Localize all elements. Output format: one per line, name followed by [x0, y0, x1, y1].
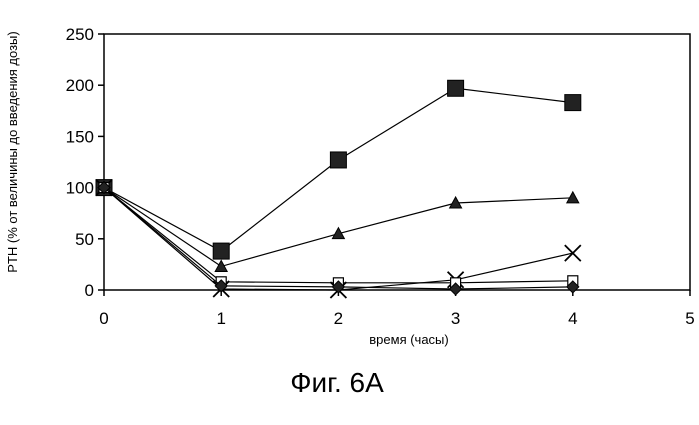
x-axis-label: время (часы) [369, 332, 448, 347]
plot-frame [104, 34, 690, 290]
x-tick-label: 4 [568, 309, 577, 328]
x-tick-label: 0 [99, 309, 108, 328]
x-tick-label: 2 [334, 309, 343, 328]
x-tick-label: 5 [685, 309, 694, 328]
y-axis-label: PTH (% от величины до введения дозы) [5, 31, 20, 272]
y-tick-label: 250 [66, 25, 94, 44]
y-tick-label: 100 [66, 179, 94, 198]
y-tick-label: 150 [66, 127, 94, 146]
y-tick-label: 50 [75, 230, 94, 249]
series-filled-triangle [98, 182, 579, 272]
data-point [215, 260, 227, 271]
y-tick-label: 200 [66, 76, 94, 95]
y-tick-label: 0 [85, 281, 94, 300]
data-point [330, 152, 346, 168]
data-point [565, 95, 581, 111]
x-tick-label: 1 [216, 309, 225, 328]
y-axis-ticks: 0 50 100 150 200 250 [66, 25, 104, 300]
data-point [213, 243, 229, 259]
series-layer [96, 80, 581, 298]
data-point [565, 245, 581, 261]
data-point [567, 192, 579, 203]
figure-caption: Фиг. 6A [290, 367, 384, 398]
x-tick-label: 3 [451, 309, 460, 328]
data-point [448, 80, 464, 96]
x-axis-ticks: 0 1 2 3 4 5 [99, 290, 694, 328]
